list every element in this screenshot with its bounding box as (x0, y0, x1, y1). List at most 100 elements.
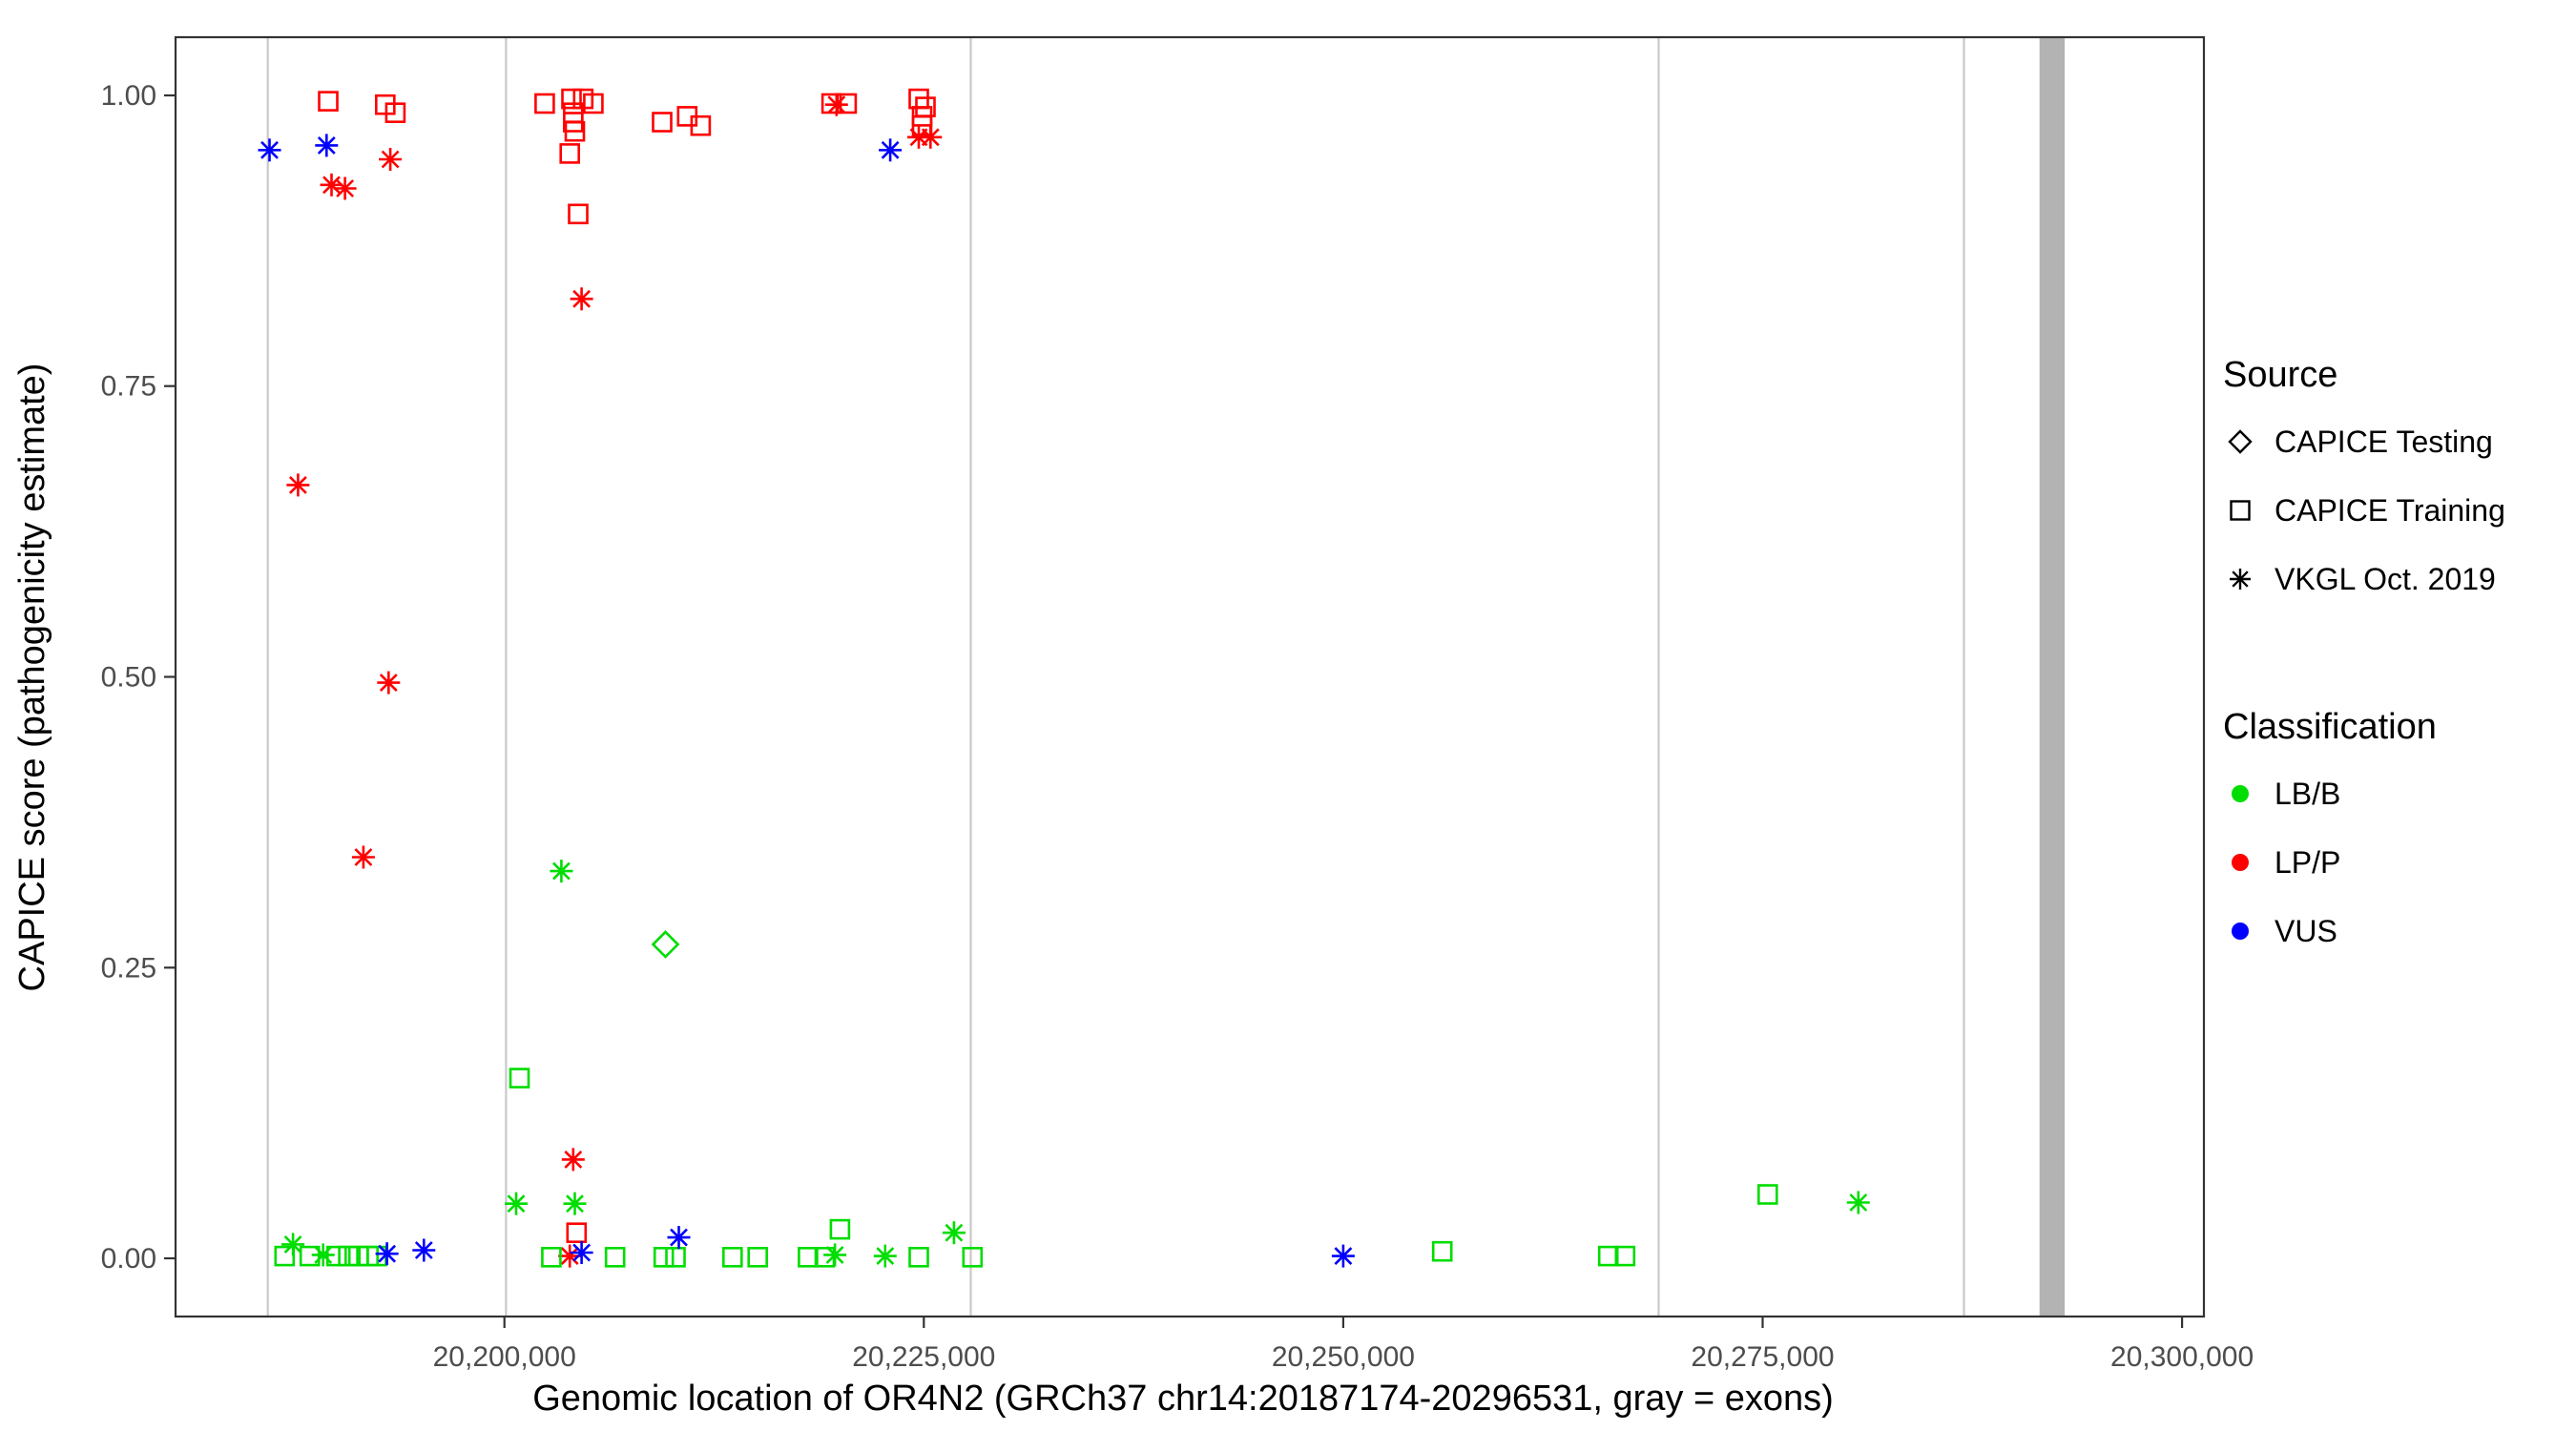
data-point-asterisk (550, 860, 573, 883)
data-point-asterisk (351, 845, 375, 869)
data-point-asterisk (873, 1244, 897, 1268)
y-axis-title: CAPICE score (pathogenicity estimate) (12, 363, 52, 992)
data-point-square (1614, 1245, 1636, 1267)
data-point-asterisk (1846, 1191, 1870, 1214)
y-tick-label: 0.25 (101, 952, 156, 984)
data-point-square (665, 1247, 686, 1268)
x-tick-label: 20,225,000 (852, 1341, 995, 1373)
data-point-square (534, 93, 555, 114)
data-point-asterisk (823, 1243, 847, 1267)
exon-guides (266, 37, 2066, 1317)
data-point-asterisk (412, 1238, 436, 1262)
data-point-asterisk (379, 148, 403, 171)
legend-item-label: VKGL Oct. 2019 (2275, 561, 2496, 596)
data-point-square (325, 1245, 347, 1267)
data-point-asterisk (505, 1192, 528, 1215)
legend-item-capice-training: CAPICE Training (2223, 493, 2505, 528)
y-tick-label: 0.75 (101, 371, 156, 403)
data-point-square (559, 143, 581, 164)
legend-item-lpp: LP/P (2223, 845, 2505, 880)
legend-item-label: LB/B (2275, 776, 2341, 811)
legend-item-capice-testing: CAPICE Testing (2223, 425, 2505, 459)
data-point-asterisk (333, 176, 357, 200)
data-point-asterisk (281, 1233, 305, 1256)
legend-item-label: VUS (2275, 913, 2337, 948)
x-axis-title: Genomic location of OR4N2 (GRCh37 chr14:… (532, 1379, 1834, 1419)
data-point-square (384, 102, 406, 123)
data-point-asterisk (558, 1244, 582, 1268)
data-point-asterisk (879, 138, 903, 162)
data-point-asterisk (320, 173, 343, 197)
data-point-diamond (651, 930, 680, 959)
data-point-square (1431, 1240, 1453, 1262)
data-point-asterisk (570, 287, 593, 311)
data-point-asterisk (563, 1192, 587, 1215)
x-tick-label: 20,275,000 (1691, 1341, 1834, 1373)
data-point-square (566, 1222, 588, 1243)
legend-classification-group: Classification LB/B LP/P VUS (2223, 707, 2505, 948)
y-tick-label: 1.00 (101, 80, 156, 112)
data-point-square (274, 1245, 296, 1267)
legend-source-group: Source CAPICE Testing CAPICE Training (2223, 355, 2505, 596)
data-point-square (829, 1218, 851, 1240)
data-point-asterisk (570, 1241, 593, 1264)
data-point-square (836, 93, 858, 114)
legend-item-label: CAPICE Testing (2275, 424, 2493, 459)
y-tick-label: 0.50 (101, 662, 156, 694)
data-point-square (1757, 1184, 1778, 1205)
data-point-square (604, 1247, 626, 1268)
data-point-asterisk (1331, 1244, 1355, 1268)
x-tick-label: 20,250,000 (1272, 1341, 1415, 1373)
asterisk-icon (2230, 569, 2251, 590)
green-dot-icon (2232, 785, 2249, 802)
data-point-square (798, 1247, 819, 1268)
data-point-asterisk (561, 1148, 585, 1172)
data-point-asterisk (258, 138, 281, 162)
data-point-square (652, 112, 673, 133)
legend-item-vus: VUS (2223, 914, 2505, 948)
legend-spacer (2223, 631, 2505, 707)
diamond-icon (2228, 429, 2253, 454)
data-point-square (962, 1247, 984, 1268)
data-point-square (561, 88, 582, 110)
data-point-asterisk (919, 125, 943, 149)
red-dot-icon (2232, 854, 2249, 871)
legend-item-lbb: LB/B (2223, 777, 2505, 811)
legend-source-title: Source (2223, 355, 2338, 395)
data-point-square (318, 91, 339, 112)
exon-band (2039, 37, 2066, 1317)
data-point-asterisk (375, 1242, 399, 1266)
legend-classification-title: Classification (2223, 707, 2437, 747)
legend: Source CAPICE Testing CAPICE Training (2223, 355, 2505, 983)
x-tick-label: 20,200,000 (433, 1341, 576, 1373)
blue-dot-icon (2232, 923, 2249, 940)
data-point-square (747, 1247, 769, 1268)
x-axis: 20,200,000 20,225,000 20,250,000 20,275,000… (433, 1317, 2254, 1373)
legend-item-label: CAPICE Training (2275, 492, 2505, 528)
data-point-square (721, 1247, 743, 1268)
data-point-square (1597, 1245, 1619, 1267)
square-icon (2230, 500, 2251, 521)
data-point-square (541, 1247, 562, 1268)
data-point-square (509, 1068, 530, 1089)
data-point-square (568, 203, 589, 225)
data-point-asterisk (286, 473, 310, 497)
y-tick-label: 0.00 (101, 1243, 156, 1275)
data-point-square (583, 93, 604, 114)
data-point-square (690, 114, 712, 136)
data-point-asterisk (377, 671, 401, 695)
data-point-asterisk (667, 1226, 691, 1250)
x-tick-label: 20,300,000 (2110, 1341, 2254, 1373)
data-point-asterisk (315, 134, 339, 157)
plot-panel-border (174, 35, 2206, 1318)
legend-item-label: LP/P (2275, 844, 2341, 880)
data-point-square (653, 1247, 675, 1268)
data-point-square (564, 120, 586, 142)
data-points (258, 88, 1870, 1268)
data-point-square (908, 1247, 929, 1268)
y-axis: 0.00 0.25 0.50 0.75 1.00 (101, 80, 176, 1275)
data-point-asterisk (942, 1221, 966, 1245)
legend-item-vkgl: VKGL Oct. 2019 (2223, 562, 2505, 596)
